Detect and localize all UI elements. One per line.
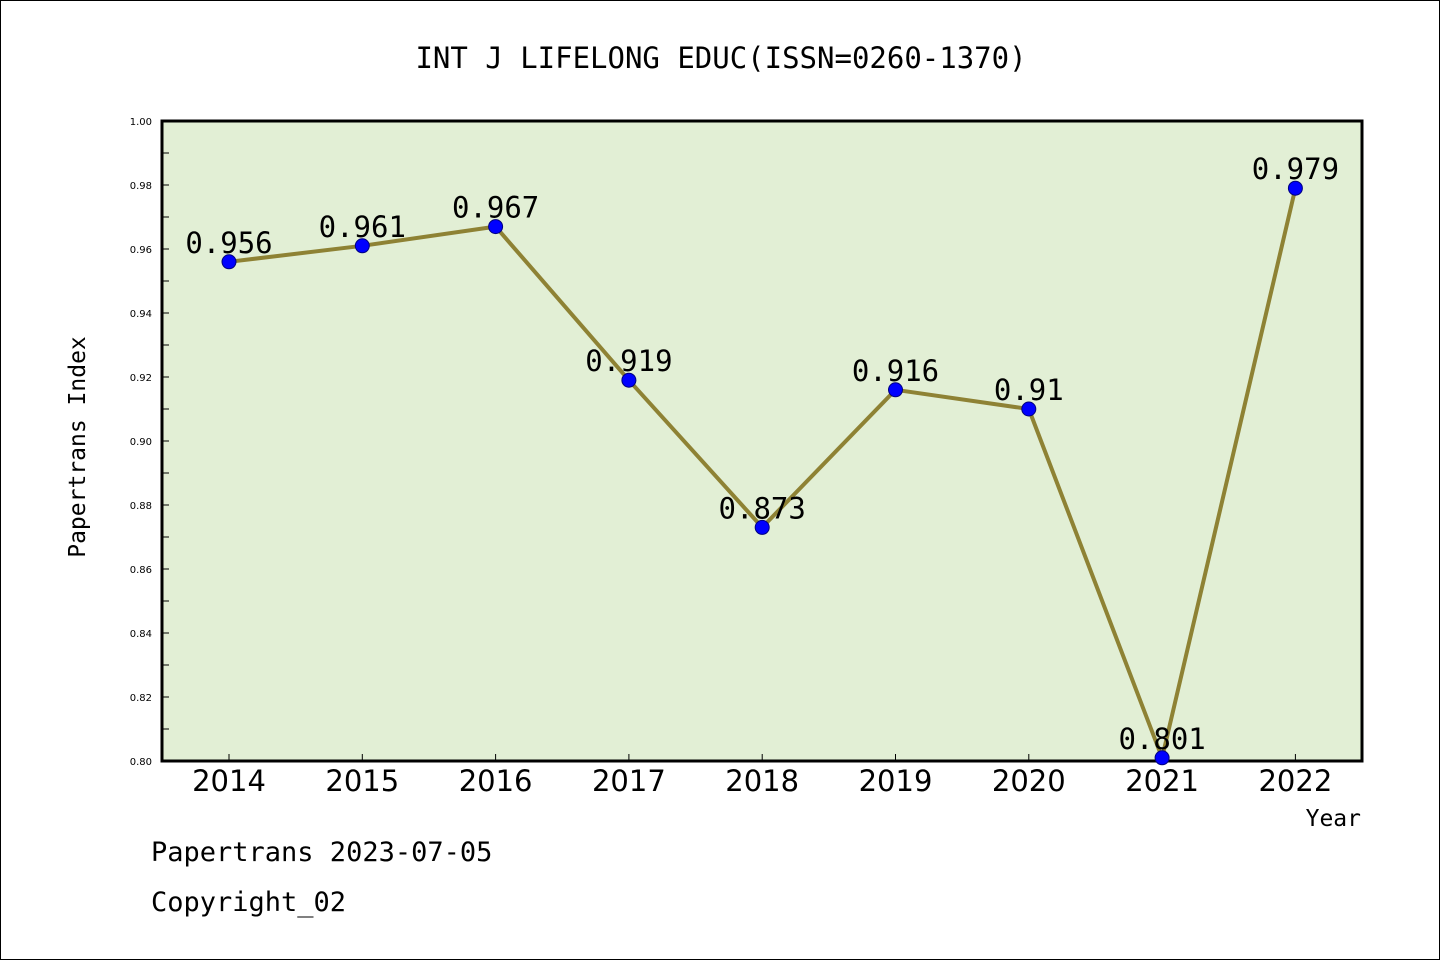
data-label: 0.873 (719, 491, 806, 525)
y-tick-label: 0.98 (130, 181, 152, 192)
y-tick-label: 0.82 (130, 693, 152, 704)
x-tick-label: 2019 (859, 764, 933, 798)
y-tick-label: 0.86 (130, 565, 152, 576)
data-label: 0.916 (852, 354, 939, 388)
data-label: 0.979 (1252, 152, 1339, 186)
y-tick-label: 0.96 (130, 245, 152, 256)
y-tick-label: 0.88 (130, 501, 152, 512)
data-point-marker (888, 382, 903, 398)
x-tick-label: 2022 (1258, 764, 1332, 798)
footer-date-line: Papertrans 2023-07-05 (151, 837, 493, 868)
x-tick-label: 2016 (459, 764, 533, 798)
data-point-marker (488, 219, 504, 235)
data-label: 0.967 (452, 191, 539, 225)
x-axis-title: Year (1306, 806, 1361, 832)
data-label: 0.91 (994, 373, 1064, 407)
data-point-marker (754, 519, 770, 535)
x-tick-label: 2014 (192, 764, 266, 798)
data-point-marker (221, 254, 237, 270)
series-group: 0.956 0.961 0.967 0.919 0.873 0.916 0.91 0.801 0… (185, 152, 1339, 766)
x-tick-label: 2021 (1125, 764, 1199, 798)
x-tick-label: 2020 (992, 764, 1066, 798)
x-tick-label: 2017 (592, 764, 666, 798)
x-axis: 2014 2015 2016 2017 2018 2019 2020 2021 2022 (192, 754, 1332, 798)
data-point-marker (1154, 750, 1170, 766)
data-label: 0.919 (585, 344, 672, 378)
data-point-marker (354, 238, 370, 254)
data-label: 0.801 (1118, 722, 1205, 756)
data-label: 0.961 (319, 210, 406, 244)
y-axis: 0.80 0.82 0.84 0.86 0.88 0.90 0.92 0.94 0.96 0.98… (130, 117, 169, 768)
data-point-marker (621, 372, 637, 388)
data-label: 0.956 (185, 226, 272, 260)
chart-title: INT J LIFELONG EDUC(ISSN=0260-1370) (415, 41, 1026, 75)
y-tick-label: 1.00 (130, 117, 152, 128)
plot-area (160, 119, 1364, 763)
data-point-marker (1021, 401, 1037, 417)
y-tick-label: 0.90 (130, 437, 152, 448)
x-tick-label: 2015 (325, 764, 399, 798)
y-tick-label: 0.84 (130, 629, 152, 640)
y-tick-label: 0.92 (130, 373, 152, 384)
data-point-marker (1287, 180, 1303, 196)
y-tick-label: 0.80 (130, 757, 152, 768)
y-tick-label: 0.94 (130, 309, 152, 320)
footer-copyright: Copyright_02 (151, 887, 347, 918)
y-axis-title: Papertrans Index (65, 336, 91, 558)
x-tick-label: 2018 (725, 764, 799, 798)
